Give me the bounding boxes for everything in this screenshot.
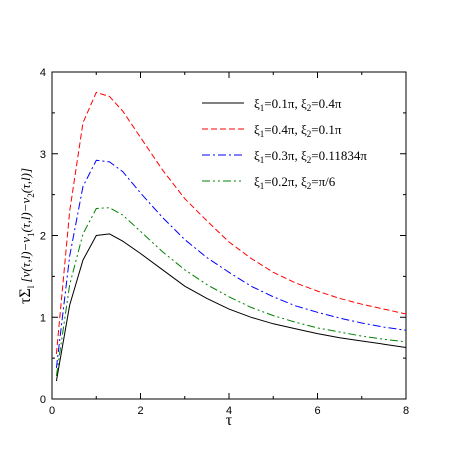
legend-item: ξ1=0.3π, ξ2=0.11834π	[202, 148, 367, 165]
legend-item: ξ1=0.2π, ξ2=π/6	[202, 174, 336, 191]
y-tick-label: 2	[40, 231, 46, 243]
plot-frame	[51, 71, 407, 400]
series-line	[55, 159, 407, 368]
y-axis-title-sub-l: l	[26, 285, 36, 288]
legend-item: ξ1=0.4π, ξ2=0.1π	[202, 122, 342, 139]
y-axis-title-end: (τ,l)]	[18, 168, 33, 193]
y-tick-label: 4	[40, 67, 46, 79]
legend-item: ξ1=0.1π, ξ2=0.4π	[202, 96, 342, 113]
x-tick-label: 2	[137, 405, 143, 417]
series-layer	[55, 91, 407, 382]
x-tick-label: 0	[49, 405, 55, 417]
x-tick-label: 6	[314, 405, 320, 417]
y-tick-label: 0	[40, 394, 46, 406]
legend-label: ξ1=0.1π, ξ2=0.4π	[254, 96, 342, 113]
legend-label: ξ1=0.4π, ξ2=0.1π	[254, 122, 342, 139]
legend: ξ1=0.1π, ξ2=0.4π ξ1=0.4π, ξ2=0.1π ξ1=0.3π,…	[202, 96, 367, 191]
y-axis-title-tau: τΣ	[17, 288, 34, 304]
x-tick-label: 8	[403, 405, 409, 417]
x-tick-label: 4	[226, 405, 232, 417]
y-axis-title-mid: (τ,l)−ν	[18, 198, 33, 233]
x-axis-title: τ	[226, 412, 233, 429]
series-line	[55, 207, 407, 377]
svg-text:τΣl [ν(τ,l)−ν1(τ,l)−ν2(τ,l)]: τΣl [ν(τ,l)−ν1(τ,l)−ν2(τ,l)]	[17, 168, 36, 304]
legend-label: ξ1=0.3π, ξ2=0.11834π	[254, 148, 367, 165]
y-tick-label: 1	[40, 312, 46, 324]
series-line	[55, 91, 407, 355]
y-axis-title-bracket: [ν(τ,l)−ν	[18, 237, 33, 286]
y-axis-title: τΣl [ν(τ,l)−ν1(τ,l)−ν2(τ,l)]	[17, 168, 36, 304]
y-axis-title-sub-2: 2	[26, 193, 36, 198]
series-line	[55, 233, 407, 382]
y-tick-label: 3	[40, 149, 46, 161]
legend-label: ξ1=0.2π, ξ2=π/6	[254, 174, 336, 191]
y-axis-title-sub-1: 1	[26, 232, 36, 237]
axis-ticks: 0 2 4 6 8 0 1 2 3 4	[40, 67, 409, 417]
